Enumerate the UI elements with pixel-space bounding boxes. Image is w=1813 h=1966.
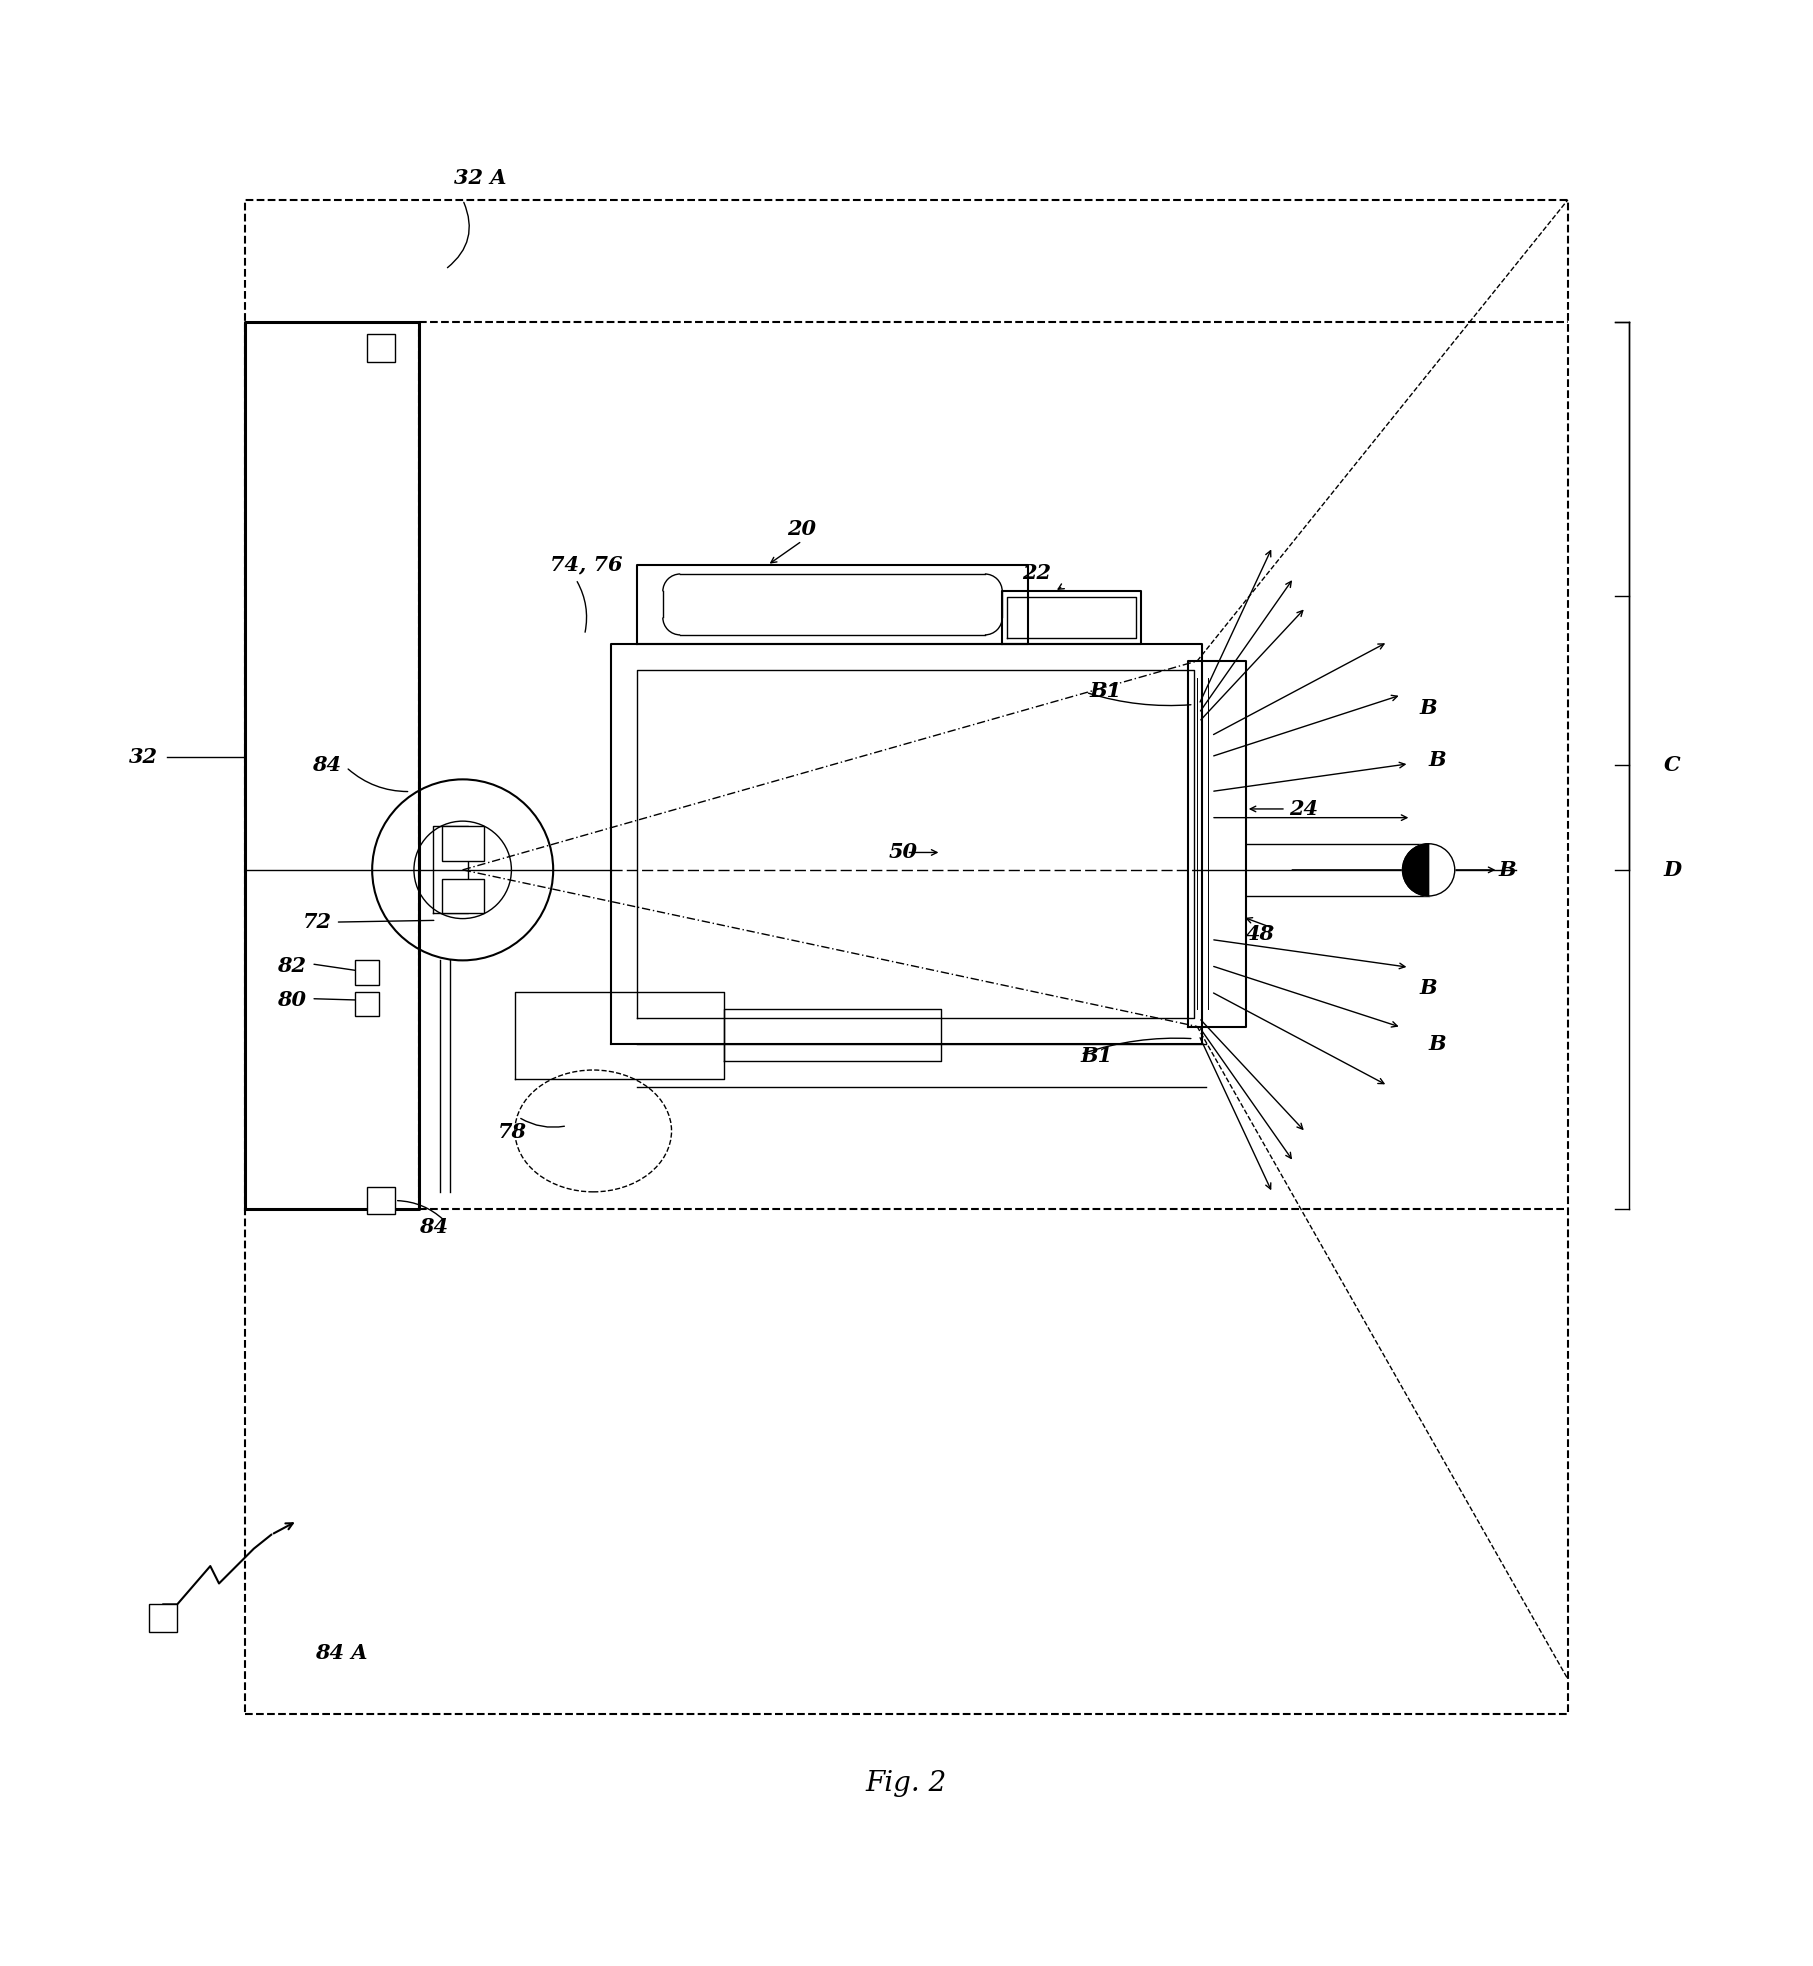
- Text: 82: 82: [277, 955, 306, 975]
- Text: 72: 72: [303, 912, 332, 932]
- Text: B: B: [1429, 751, 1447, 771]
- Text: 80: 80: [277, 991, 306, 1011]
- Text: Fig. 2: Fig. 2: [867, 1769, 946, 1797]
- Bar: [366, 1187, 395, 1215]
- Wedge shape: [1403, 843, 1429, 896]
- Text: B: B: [1498, 859, 1516, 881]
- Text: 74, 76: 74, 76: [549, 554, 622, 574]
- Text: B1: B1: [1090, 680, 1122, 700]
- Text: 32 A: 32 A: [453, 167, 506, 187]
- Text: 24: 24: [1289, 798, 1318, 820]
- Text: 48: 48: [1246, 924, 1275, 944]
- Text: 20: 20: [787, 519, 816, 539]
- Circle shape: [1403, 843, 1454, 896]
- Bar: [366, 334, 395, 362]
- Text: 84: 84: [419, 1217, 448, 1237]
- Text: 32: 32: [129, 747, 158, 767]
- Text: B1: B1: [1081, 1046, 1113, 1066]
- Text: 50: 50: [888, 843, 917, 863]
- Text: 84: 84: [312, 755, 341, 775]
- Text: D: D: [1664, 859, 1682, 881]
- Text: B: B: [1420, 979, 1438, 999]
- Bar: [355, 991, 379, 1016]
- Bar: [442, 879, 484, 914]
- Bar: [442, 826, 484, 861]
- Bar: [149, 1604, 178, 1632]
- Bar: [355, 959, 379, 985]
- Text: 22: 22: [1023, 562, 1052, 582]
- Text: B: B: [1420, 698, 1438, 718]
- Text: B: B: [1429, 1034, 1447, 1054]
- Text: C: C: [1664, 755, 1681, 775]
- Text: 84 A: 84 A: [315, 1644, 368, 1663]
- Text: 78: 78: [497, 1123, 526, 1142]
